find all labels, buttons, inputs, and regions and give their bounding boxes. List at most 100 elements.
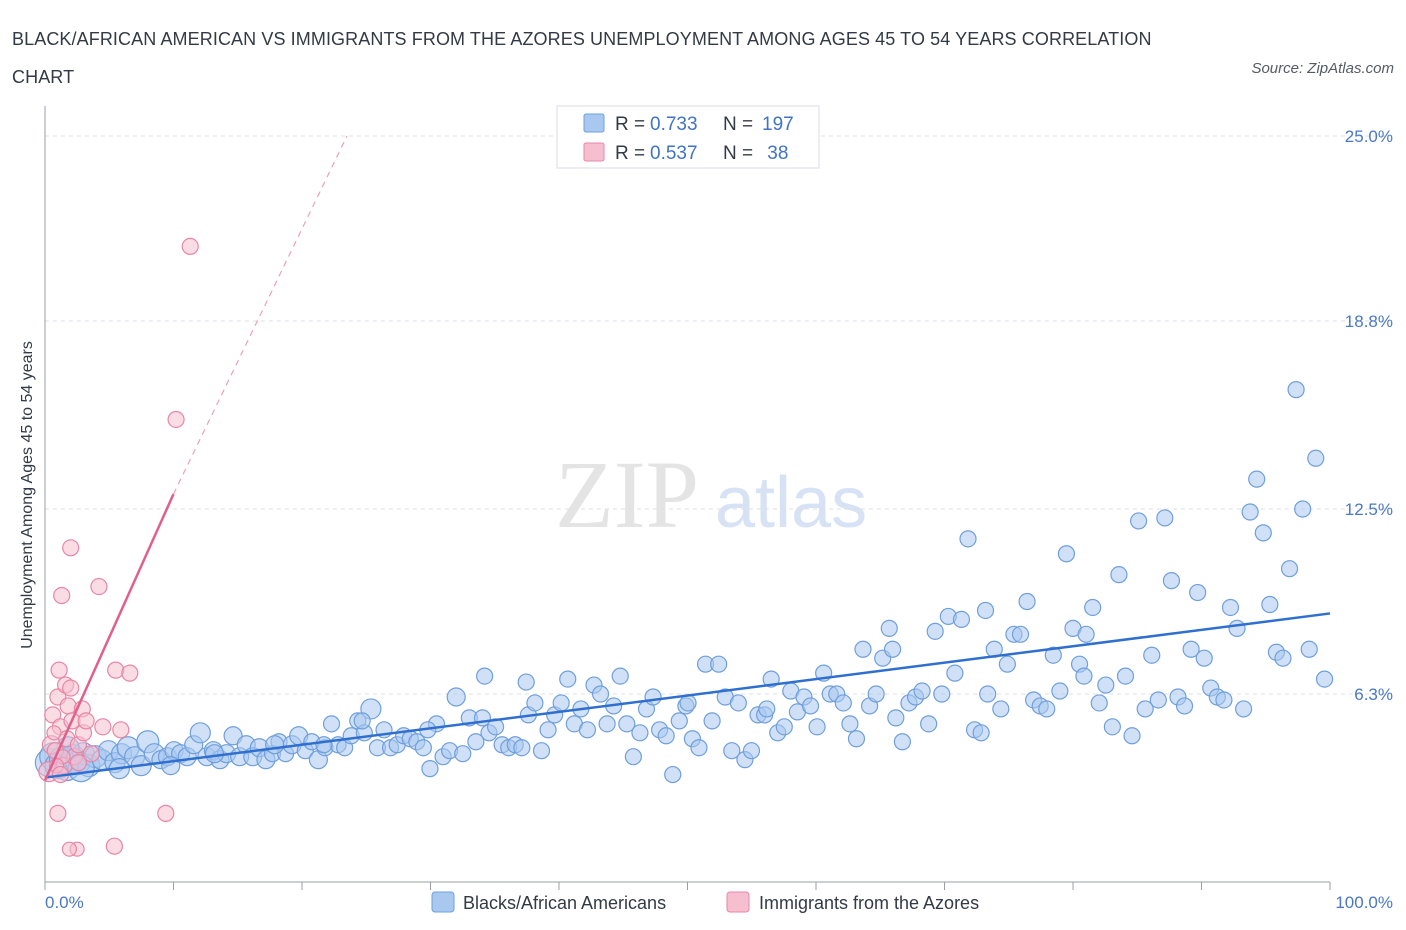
blue-point-182 <box>1221 598 1240 617</box>
blue-point-140 <box>946 664 964 682</box>
blue-point-119 <box>808 718 826 736</box>
blue-point-94 <box>644 688 662 706</box>
blue-point-92 <box>631 724 649 742</box>
pink-point-12 <box>62 679 80 697</box>
blue-point-178 <box>1195 649 1213 667</box>
legend-n-label-blue: N = <box>723 114 753 135</box>
blue-point-169 <box>1136 700 1154 718</box>
pink-point-35 <box>157 804 175 822</box>
blue-point-130 <box>880 619 898 637</box>
blue-point-207 <box>265 735 285 755</box>
blue-point-128 <box>867 685 885 703</box>
pink-point-7 <box>53 586 71 605</box>
blue-point-126 <box>854 640 872 658</box>
blue-point-45 <box>322 715 341 733</box>
series-legend-swatch-pink <box>726 891 750 913</box>
blue-point-161 <box>1084 598 1102 617</box>
blue-point-199 <box>1075 667 1093 685</box>
blue-point-137 <box>926 622 944 640</box>
pink-point-31 <box>121 664 139 682</box>
blue-point-135 <box>913 682 931 700</box>
blue-point-209 <box>161 756 181 776</box>
pink-point-29 <box>94 718 112 736</box>
y-tick-label-3: 25.0% <box>1345 127 1393 146</box>
legend-swatch-pink <box>583 142 605 162</box>
legend-n-label-pink: N = <box>723 143 753 164</box>
blue-point-78 <box>539 721 557 739</box>
blue-point-114 <box>775 718 793 736</box>
pink-point-27 <box>77 712 95 730</box>
blue-point-106 <box>723 742 741 760</box>
blue-point-74 <box>513 739 531 757</box>
pink-point-18 <box>69 754 88 772</box>
blue-point-96 <box>657 727 675 745</box>
series-legend-label-blue: Blacks/African Americans <box>463 893 666 913</box>
blue-point-156 <box>1051 682 1069 700</box>
blue-point-200 <box>517 673 535 691</box>
blue-point-166 <box>1116 667 1135 685</box>
blue-point-147 <box>992 700 1010 718</box>
series-legend: Blacks/African Americans Immigrants from… <box>431 891 979 913</box>
blue-point-67 <box>467 733 485 751</box>
y-tick-label-0: 6.3% <box>1354 685 1393 704</box>
blue-point-170 <box>1143 646 1161 664</box>
blue-point-109 <box>742 742 761 760</box>
blue-point-186 <box>1248 470 1266 488</box>
blue-point-104 <box>710 655 728 673</box>
blue-point-173 <box>1162 572 1181 590</box>
blue-point-64 <box>446 687 466 707</box>
blue-point-118 <box>801 697 820 715</box>
pink-point-33 <box>167 410 185 429</box>
series-legend-swatch-blue <box>431 891 455 913</box>
trendline-pink-extension <box>172 135 348 495</box>
blue-point-124 <box>841 715 859 733</box>
blue-point-123 <box>834 694 852 712</box>
blue-point-162 <box>1090 694 1108 712</box>
blue-point-25 <box>189 722 211 744</box>
blue-point-196 <box>1315 670 1334 688</box>
blue-point-193 <box>1294 500 1312 518</box>
pink-point-16 <box>46 725 62 741</box>
blue-point-165 <box>1110 566 1128 584</box>
blue-point-167 <box>1123 727 1141 745</box>
blue-point-142 <box>959 530 977 548</box>
blue-point-141 <box>952 610 971 629</box>
blue-point-84 <box>578 721 597 739</box>
pink-point-19 <box>49 804 67 822</box>
blue-point-154 <box>1038 700 1056 718</box>
blue-point-164 <box>1103 718 1121 736</box>
watermark-atlas: atlas <box>715 463 867 543</box>
blue-point-175 <box>1175 697 1194 715</box>
blue-point-176 <box>1182 640 1200 658</box>
pink-point-36 <box>105 837 123 855</box>
blue-point-90 <box>618 715 636 733</box>
blue-point-201 <box>476 667 494 685</box>
blue-point-150 <box>1011 625 1030 643</box>
pink-point-34 <box>181 237 199 256</box>
blue-point-131 <box>887 709 905 727</box>
blue-point-208 <box>204 744 225 764</box>
trendline-blue <box>44 612 1331 779</box>
pink-point-5 <box>50 661 68 679</box>
blue-point-151 <box>1018 592 1036 611</box>
blue-point-195 <box>1307 449 1325 467</box>
y-tick-label-2: 18.8% <box>1345 312 1393 331</box>
blue-point-59 <box>414 739 432 757</box>
blue-point-202 <box>758 700 776 718</box>
blue-point-138 <box>933 685 951 703</box>
blue-point-77 <box>532 742 551 760</box>
blue-point-194 <box>1300 640 1318 658</box>
blue-point-206 <box>315 736 333 754</box>
blue-point-103 <box>703 712 721 730</box>
pink-point-21 <box>61 841 78 857</box>
blue-point-89 <box>611 667 629 685</box>
blue-point-97 <box>664 765 682 784</box>
y-tick-labels: 6.3% 12.5% 18.8% 25.0% <box>1345 127 1393 704</box>
blue-point-191 <box>1280 560 1299 578</box>
y-axis-title: Unemployment Among Ages 45 to 54 years <box>19 341 36 649</box>
blue-point-197 <box>976 601 995 620</box>
blue-point-98 <box>670 712 688 730</box>
blue-point-125 <box>847 730 866 748</box>
blue-point-172 <box>1156 509 1174 527</box>
legend-n-value-pink: 38 <box>762 143 788 164</box>
